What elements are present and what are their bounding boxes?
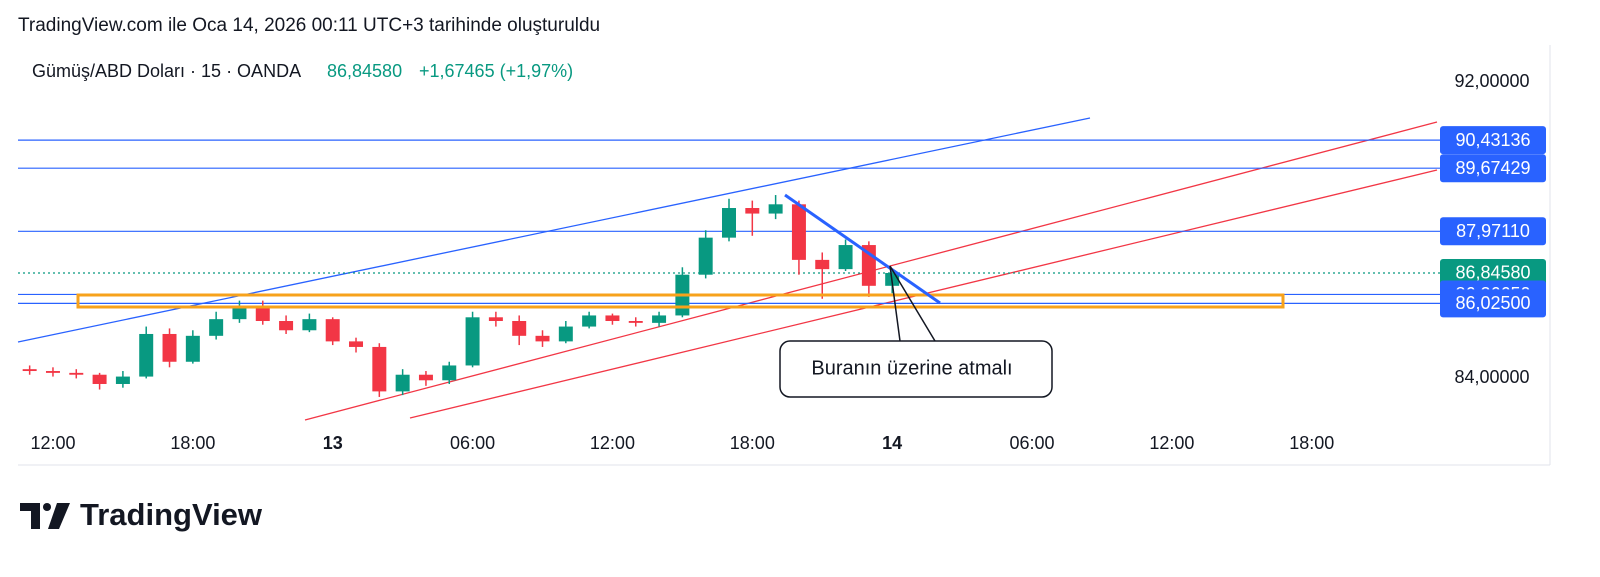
x-tick-label: 12:00 <box>590 433 635 453</box>
candle-body <box>255 306 270 322</box>
candle-body <box>722 208 736 238</box>
channel-line <box>17 117 1091 343</box>
y-tick-label: 84,00000 <box>1454 367 1529 387</box>
candle-body <box>512 321 527 336</box>
price-label-box <box>1440 258 1546 287</box>
price-label-box <box>1440 289 1546 318</box>
caption: TradingView.com ile Oca 14, 2026 00:11 U… <box>18 15 600 36</box>
candle-body <box>488 317 503 322</box>
candle-body <box>372 346 387 392</box>
candle-body <box>395 374 410 392</box>
candle-body <box>279 321 294 331</box>
candle-body <box>349 341 364 347</box>
zone <box>76 293 1285 309</box>
candle-body <box>815 259 830 270</box>
candle-body <box>162 333 177 362</box>
price-label: 87,97110 <box>1456 221 1530 241</box>
candle-body <box>139 333 154 377</box>
y-tick-label: 92,00000 <box>1454 71 1529 91</box>
trend-line <box>784 193 941 305</box>
candle-body <box>325 319 340 342</box>
x-tick-label: 14 <box>882 433 902 453</box>
price-label: 86,84580 <box>1455 263 1530 283</box>
callout-pointer <box>889 265 936 342</box>
x-tick-label: 06:00 <box>1010 433 1055 453</box>
x-tick-label: 18:00 <box>170 433 215 453</box>
candle-body <box>92 374 107 384</box>
logo-icon <box>20 503 70 529</box>
x-tick-label: 18:00 <box>1289 433 1334 453</box>
x-tick-label: 06:00 <box>450 433 495 453</box>
candle-body <box>558 326 573 342</box>
logo: TradingView <box>80 497 263 532</box>
candle-body <box>768 204 783 214</box>
annotation: Buranın üzerine atmalı <box>811 357 1012 379</box>
candle-body <box>232 306 247 320</box>
x-tick-label: 13 <box>323 433 343 453</box>
candle-body <box>22 369 37 372</box>
candle-body <box>745 208 760 214</box>
candle-body <box>465 317 480 366</box>
candle-body <box>698 237 713 275</box>
x-tick-label: 12:00 <box>1149 433 1194 453</box>
price-label: 86,02500 <box>1455 293 1530 313</box>
candle-body <box>185 335 200 362</box>
candle-body <box>418 374 433 381</box>
candle-body <box>45 371 60 373</box>
candle-body <box>605 315 620 322</box>
legend-change: +1,67465 (+1,97%) <box>419 61 573 81</box>
candle-body <box>302 319 317 331</box>
candle-body <box>652 315 667 323</box>
candle-body <box>838 245 853 270</box>
legend-price: 86,84580 <box>327 61 402 81</box>
candle-body <box>115 376 130 384</box>
price-label: 89,67429 <box>1455 158 1530 178</box>
price-label-box <box>1440 217 1546 246</box>
callout-box <box>779 340 1053 398</box>
candle-body <box>791 204 806 260</box>
price-label-box <box>1440 154 1546 183</box>
candle-body <box>209 319 224 336</box>
price-label-box <box>1440 126 1546 155</box>
price-label: 90,43136 <box>1455 130 1530 150</box>
candle-body <box>582 315 597 327</box>
symbol: Gümüş/ABD Doları · 15 · OANDA <box>32 61 301 81</box>
x-tick-label: 18:00 <box>730 433 775 453</box>
plot <box>17 117 1440 421</box>
candle-body <box>535 335 550 342</box>
candle-body <box>69 372 84 375</box>
candle-body <box>442 365 457 381</box>
x-tick-label: 12:00 <box>30 433 75 453</box>
candle-body <box>628 321 643 323</box>
